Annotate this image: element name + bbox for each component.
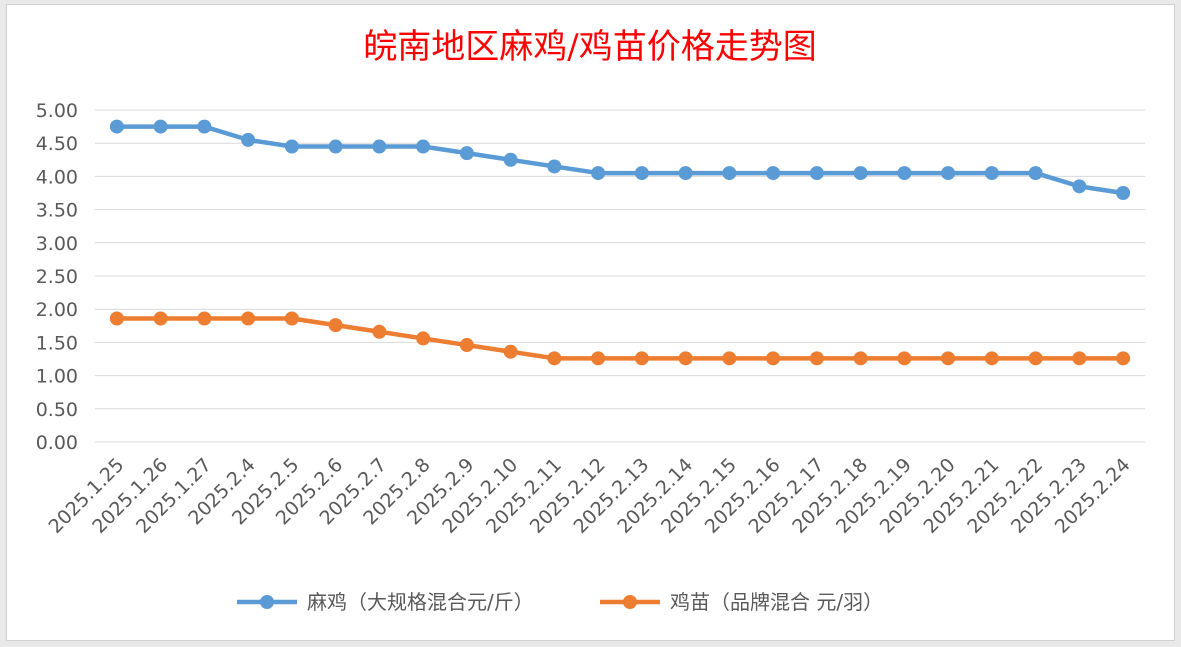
data-point (984, 351, 999, 366)
data-point (897, 351, 912, 366)
y-tick-label: 5.00 (36, 100, 78, 122)
data-point (241, 311, 256, 326)
x-axis-ticks: 2025.1.252025.1.262025.1.272025.2.42025.… (44, 454, 1134, 538)
legend-swatch-marker (260, 595, 274, 609)
data-point (197, 119, 212, 134)
data-point (984, 166, 999, 181)
data-point (459, 338, 474, 353)
data-point (853, 166, 868, 181)
y-tick-label: 4.00 (36, 166, 78, 188)
chart-title: 皖南地区麻鸡/鸡苗价格走势图 (363, 27, 816, 67)
legend: 麻鸡（大规格混合元/斤） 鸡苗（品牌混合 元/羽） (237, 590, 883, 614)
data-point (416, 139, 431, 154)
data-point (1072, 351, 1087, 366)
gridlines (95, 109, 1145, 443)
series-line (116, 316, 1124, 361)
y-tick-label: 2.00 (36, 299, 78, 321)
y-tick-label: 4.50 (36, 133, 78, 155)
data-point (284, 139, 299, 154)
data-point (547, 159, 562, 174)
data-point (591, 166, 606, 181)
data-point (897, 166, 912, 181)
y-tick-label: 3.00 (36, 233, 78, 255)
data-point (678, 166, 693, 181)
data-point (416, 331, 431, 346)
data-point (1072, 179, 1087, 194)
y-axis-ticks: 0.00 0.50 1.00 1.50 2.00 2.50 3.00 3.50 4.00 4.50… (36, 100, 78, 454)
data-point (197, 311, 212, 326)
legend-item: 麻鸡（大规格混合元/斤） (237, 590, 534, 614)
data-point (634, 166, 649, 181)
series-group (109, 119, 1131, 366)
data-point (941, 166, 956, 181)
data-point (503, 152, 518, 167)
data-point (1028, 351, 1043, 366)
data-point (678, 351, 693, 366)
y-tick-label: 0.00 (36, 432, 78, 454)
series-line (116, 124, 1124, 196)
data-point (547, 351, 562, 366)
series-1 (109, 119, 1131, 200)
data-point (328, 318, 343, 333)
data-point (809, 166, 824, 181)
data-point (372, 139, 387, 154)
y-tick-label: 1.50 (36, 332, 78, 354)
data-point (241, 132, 256, 147)
data-point (109, 119, 124, 134)
data-point (1116, 351, 1131, 366)
legend-label: 麻鸡（大规格混合元/斤） (307, 590, 534, 614)
data-point (1116, 186, 1131, 200)
series-2 (109, 311, 1131, 366)
data-point (372, 324, 387, 339)
data-point (722, 166, 737, 181)
y-tick-label: 2.50 (36, 266, 78, 288)
data-point (328, 139, 343, 154)
data-point (153, 311, 168, 326)
data-point (503, 344, 518, 359)
data-point (1028, 166, 1043, 181)
data-point (109, 311, 124, 326)
data-point (284, 311, 299, 326)
data-point (153, 119, 168, 134)
y-tick-label: 1.00 (36, 366, 78, 388)
data-point (853, 351, 868, 366)
legend-swatch-marker (623, 595, 637, 609)
y-tick-label: 0.50 (36, 399, 78, 421)
data-point (766, 166, 781, 181)
data-point (809, 351, 824, 366)
data-point (722, 351, 737, 366)
data-point (766, 351, 781, 366)
legend-item: 鸡苗（品牌混合 元/羽） (600, 590, 883, 614)
data-point (941, 351, 956, 366)
data-point (634, 351, 649, 366)
y-tick-label: 3.50 (36, 200, 78, 222)
legend-label: 鸡苗（品牌混合 元/羽） (670, 590, 883, 614)
data-point (459, 146, 474, 161)
data-point (591, 351, 606, 366)
